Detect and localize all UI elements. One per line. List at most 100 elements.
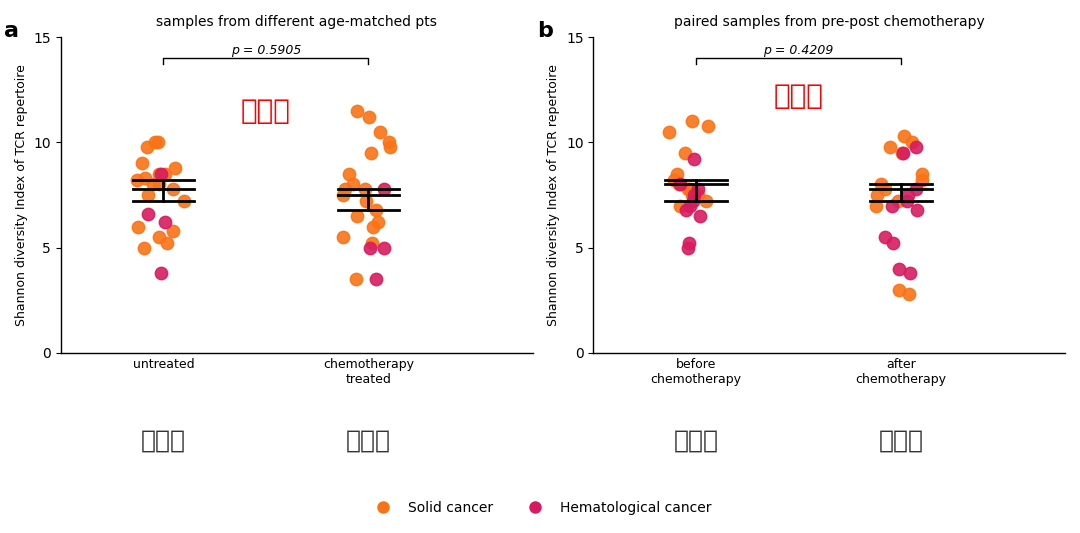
Point [685, 155, 702, 164]
Title: samples from different age-matched pts: samples from different age-matched pts [157, 15, 437, 29]
Point [881, 142, 899, 151]
Point [356, 184, 374, 193]
Point [381, 142, 399, 151]
Point [150, 180, 167, 189]
Point [136, 244, 153, 252]
Point [362, 244, 379, 252]
Point [669, 169, 686, 178]
Point [164, 227, 181, 235]
Point [661, 127, 678, 136]
Title: paired samples from pre-post chemotherapy: paired samples from pre-post chemotherap… [674, 15, 985, 29]
Point [699, 121, 716, 130]
Point [157, 169, 174, 178]
Point [904, 138, 921, 147]
Text: 未治疗: 未治疗 [140, 429, 186, 453]
Point [149, 138, 166, 147]
Text: 化疗前: 化疗前 [674, 429, 718, 453]
Point [665, 176, 683, 184]
Point [895, 132, 913, 140]
Point [152, 169, 170, 178]
Point [680, 239, 698, 248]
Point [908, 205, 926, 214]
Point [677, 149, 694, 157]
Text: 化疗后: 化疗后 [346, 429, 391, 453]
Point [683, 117, 700, 126]
Point [679, 244, 697, 252]
Point [889, 197, 906, 206]
Point [345, 180, 362, 189]
Point [914, 169, 931, 178]
Point [685, 191, 702, 199]
Point [133, 159, 150, 168]
Point [679, 184, 697, 193]
Point [365, 222, 382, 231]
Point [691, 212, 708, 220]
Point [139, 191, 157, 199]
Point [367, 275, 384, 284]
Point [164, 184, 181, 193]
Point [336, 184, 353, 193]
Text: b: b [537, 21, 553, 42]
Point [157, 218, 174, 227]
Text: p = 0.4209: p = 0.4209 [764, 44, 834, 57]
Point [340, 169, 357, 178]
Text: 血液瘀: 血液瘀 [773, 82, 823, 110]
Point [348, 212, 365, 220]
Point [363, 239, 380, 248]
Y-axis label: Shannon diversity Index of TCR repertoire: Shannon diversity Index of TCR repertoir… [548, 64, 561, 326]
Point [375, 184, 392, 193]
Point [683, 191, 700, 199]
Point [867, 201, 885, 210]
Point [907, 142, 924, 151]
Point [893, 149, 910, 157]
Point [150, 233, 167, 241]
Point [681, 184, 699, 193]
Point [902, 269, 919, 277]
Point [689, 191, 706, 199]
Point [671, 180, 688, 189]
Point [361, 113, 378, 122]
Point [890, 264, 907, 273]
Point [136, 174, 153, 182]
Point [672, 201, 689, 210]
Point [914, 176, 931, 184]
Point [877, 184, 894, 193]
Point [347, 275, 364, 284]
Text: 实体瘀: 实体瘀 [241, 97, 291, 125]
Point [883, 201, 901, 210]
Point [175, 197, 192, 206]
Point [681, 201, 699, 210]
Point [152, 269, 170, 277]
Point [899, 197, 916, 206]
Point [138, 142, 156, 151]
Point [873, 180, 890, 189]
Point [129, 176, 146, 184]
Point [885, 239, 902, 248]
Y-axis label: Shannon diversity Index of TCR repertoire: Shannon diversity Index of TCR repertoir… [15, 64, 28, 326]
Point [158, 239, 175, 248]
Point [890, 286, 907, 294]
Text: p = 0.5905: p = 0.5905 [231, 44, 301, 57]
Point [698, 197, 715, 206]
Text: 化疗后: 化疗后 [878, 429, 923, 453]
Point [894, 149, 912, 157]
Point [147, 138, 164, 147]
Point [368, 205, 386, 214]
Point [357, 197, 375, 206]
Point [335, 233, 352, 241]
Point [166, 163, 184, 172]
Legend: Solid cancer, Hematological cancer: Solid cancer, Hematological cancer [363, 496, 717, 521]
Point [370, 127, 388, 136]
Point [901, 289, 918, 298]
Point [677, 205, 694, 214]
Point [381, 138, 399, 147]
Point [900, 191, 917, 199]
Point [363, 149, 380, 157]
Point [335, 191, 352, 199]
Point [376, 244, 393, 252]
Point [145, 180, 162, 189]
Point [139, 209, 157, 218]
Point [369, 218, 387, 227]
Point [876, 233, 893, 241]
Text: a: a [4, 21, 19, 42]
